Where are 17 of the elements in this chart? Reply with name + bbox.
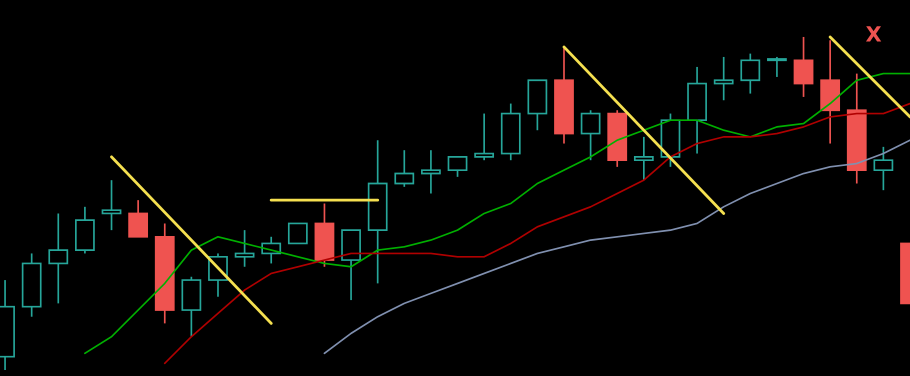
annotation: X: [866, 26, 882, 42]
candlestick: [714, 56, 734, 102]
candlestick: [288, 222, 308, 244]
candlestick: [580, 109, 600, 162]
candlestick: [394, 149, 414, 188]
candlestick: [421, 149, 441, 194]
candlestick: [48, 212, 68, 304]
candlestick: [234, 229, 254, 268]
candlestick: [102, 179, 122, 231]
candlestick: [634, 136, 654, 182]
candlestick: [448, 156, 468, 178]
candlestick: [128, 199, 148, 238]
candlestick: [794, 36, 814, 98]
candlestick: [740, 52, 760, 94]
candlestick: [767, 56, 787, 78]
candlestick: [874, 146, 894, 191]
candlestick: [474, 112, 494, 162]
